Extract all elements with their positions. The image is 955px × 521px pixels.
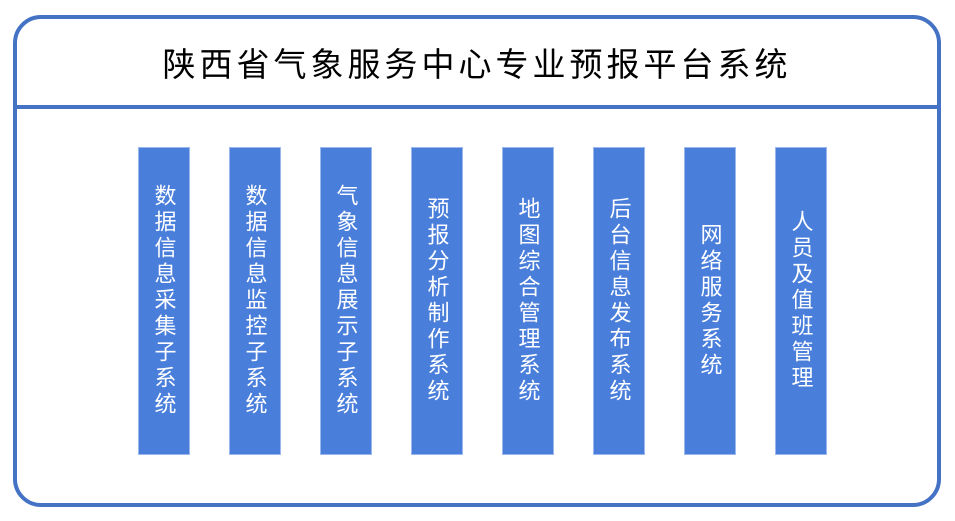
subsystem-label: 人员及值班管理 <box>788 210 814 392</box>
subsystem-label: 网络服务系统 <box>697 223 723 379</box>
subsystem-bars: 数据信息采集子系统 数据信息监控子系统 气象信息展示子系统 预报分析制作系统 地… <box>17 109 937 455</box>
outer-frame: 陕西省气象服务中心专业预报平台系统 数据信息采集子系统 数据信息监控子系统 气象… <box>13 15 941 507</box>
subsystem-label: 后台信息发布系统 <box>606 197 632 405</box>
subsystem-bar: 预报分析制作系统 <box>410 147 463 455</box>
subsystem-label: 数据信息监控子系统 <box>242 184 268 418</box>
subsystem-bar: 数据信息监控子系统 <box>228 147 281 455</box>
subsystem-bar: 网络服务系统 <box>683 147 736 455</box>
subsystem-bar: 数据信息采集子系统 <box>137 147 190 455</box>
subsystem-label: 地图综合管理系统 <box>515 197 541 405</box>
subsystem-label: 预报分析制作系统 <box>424 197 450 405</box>
subsystem-bar: 后台信息发布系统 <box>592 147 645 455</box>
title-bar: 陕西省气象服务中心专业预报平台系统 <box>17 19 937 109</box>
subsystem-label: 气象信息展示子系统 <box>333 184 359 418</box>
subsystem-bar: 人员及值班管理 <box>774 147 827 455</box>
subsystem-label: 数据信息采集子系统 <box>151 184 177 418</box>
subsystem-bar: 气象信息展示子系统 <box>319 147 372 455</box>
diagram-title: 陕西省气象服务中心专业预报平台系统 <box>162 48 792 84</box>
subsystem-bar: 地图综合管理系统 <box>501 147 554 455</box>
